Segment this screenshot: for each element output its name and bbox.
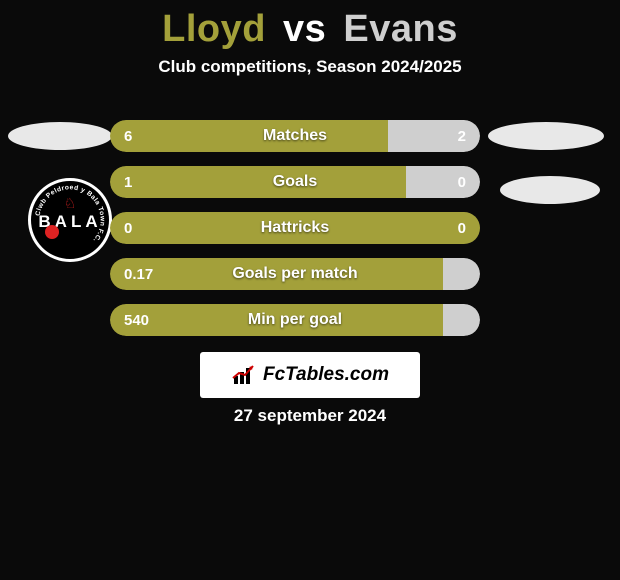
date-label: 27 september 2024 [0,406,620,426]
stat-bar: Min per goal540 [110,304,480,336]
avatar-placeholder-right-1 [488,122,604,150]
stat-bar: Matches6 2 [110,120,480,152]
stat-bar-label: Matches [110,120,480,152]
stat-bar: Goals1 0 [110,166,480,198]
avatar-placeholder-right-2 [500,176,600,204]
club-badge-ball-icon [45,225,59,239]
stat-bar-label: Hattricks [110,212,480,244]
stat-bar-label: Goals per match [110,258,480,290]
stat-bar-right-value: 0 [458,212,466,244]
club-badge: Clwb Peldroed y Bala Town F.C. ♘ BALA [28,178,112,262]
stats-bars: Matches62Goals10Hattricks00Goals per mat… [110,120,480,350]
title-player1: Lloyd [162,8,266,50]
stat-bar-left-value: 540 [124,304,149,336]
stat-bar-left-value: 1 [124,166,132,198]
club-badge-arc-text: Clwb Peldroed y Bala Town F.C. [31,181,109,259]
branding-label: FcTables.com [263,364,389,386]
avatar-placeholder-left-1 [8,122,112,150]
stat-bar-right-value: 0 [458,166,466,198]
stat-bar-label: Min per goal [110,304,480,336]
stat-bar: Goals per match0.17 [110,258,480,290]
stat-bar-left-value: 0 [124,212,132,244]
stat-bar-left-value: 6 [124,120,132,152]
title-player2: Evans [343,8,457,50]
stat-bar-right-value: 2 [458,120,466,152]
page-title: Lloyd vs Evans [0,0,620,51]
stat-bar: Hattricks0 0 [110,212,480,244]
subtitle: Club competitions, Season 2024/2025 [0,57,620,77]
branding-box: FcTables.com [200,352,420,398]
stat-bar-left-value: 0.17 [124,258,153,290]
club-badge-dragon-icon: ♘ [64,195,77,212]
stat-bar-label: Goals [110,166,480,198]
title-vs: vs [283,8,326,50]
branding-chart-icon [231,364,257,386]
